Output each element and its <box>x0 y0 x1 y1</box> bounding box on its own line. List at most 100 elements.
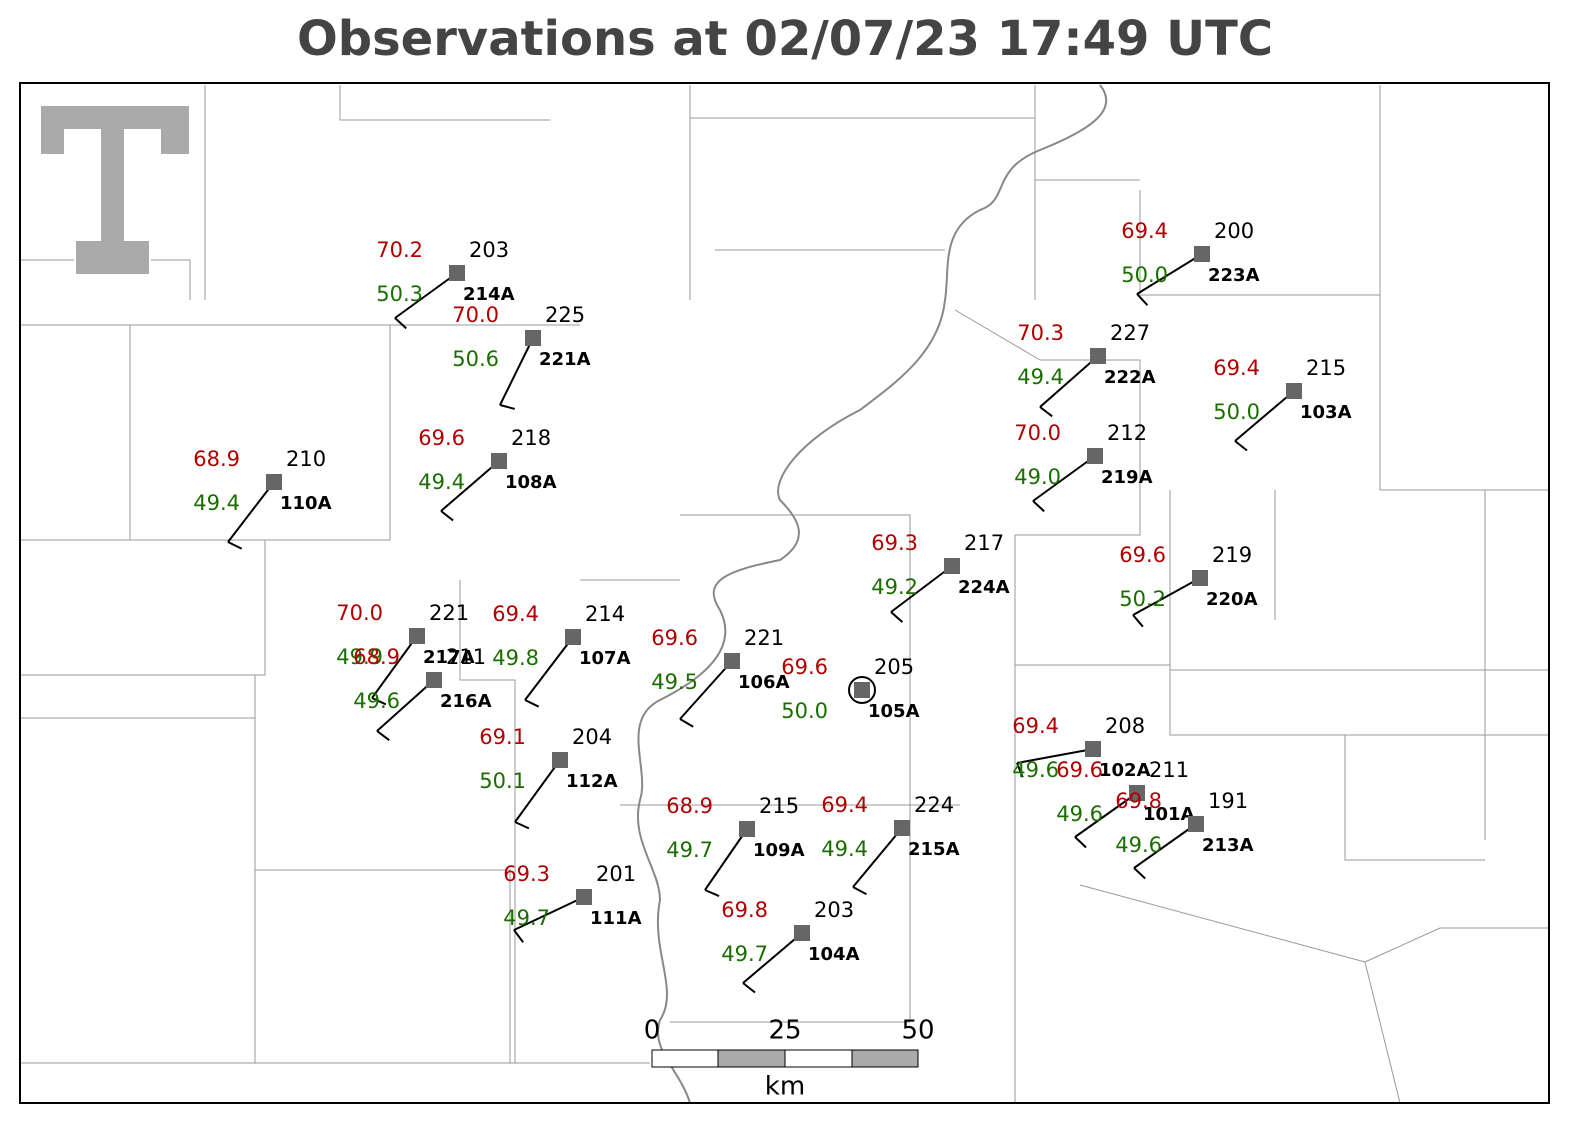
station-id: 215A <box>908 839 960 860</box>
temperature: 69.1 <box>479 725 526 749</box>
station-id: 220A <box>1206 589 1258 610</box>
station-value: 208 <box>1105 714 1145 738</box>
wind-barb <box>499 337 534 406</box>
dewpoint: 50.0 <box>781 699 828 723</box>
dewpoint: 49.4 <box>418 470 465 494</box>
station-marker <box>854 682 870 698</box>
temperature: 70.0 <box>452 303 499 327</box>
station-marker <box>525 330 541 346</box>
basemap <box>19 82 1550 1104</box>
station-id: 221A <box>539 349 591 370</box>
wind-barb-flag <box>1133 867 1146 880</box>
station-id: 219A <box>1101 467 1153 488</box>
temperature: 70.0 <box>336 601 383 625</box>
temperature: 70.2 <box>376 238 423 262</box>
dewpoint: 49.6 <box>1012 758 1059 782</box>
temperature: 69.4 <box>821 793 868 817</box>
wind-barb <box>852 827 903 888</box>
wind-barb-flag <box>1234 440 1248 452</box>
dewpoint: 49.4 <box>193 491 240 515</box>
station-value: 211 <box>1149 758 1189 782</box>
wind-barb-flag <box>890 611 904 623</box>
station-marker <box>724 653 740 669</box>
wind-barb <box>371 635 418 699</box>
dewpoint: 50.2 <box>1119 587 1166 611</box>
wind-barb-flag <box>1136 293 1149 306</box>
station-marker <box>1188 816 1204 832</box>
station-value: 225 <box>545 303 585 327</box>
station-marker <box>426 672 442 688</box>
station-value: 203 <box>814 898 854 922</box>
station-value: 224 <box>914 793 954 817</box>
dewpoint: 49.9 <box>336 645 383 669</box>
station-marker <box>491 453 507 469</box>
station-marker <box>1087 448 1103 464</box>
dewpoint: 50.0 <box>1213 400 1260 424</box>
scale-label: 0 <box>644 1016 661 1046</box>
wind-barb <box>227 481 275 543</box>
station-marker <box>552 752 568 768</box>
station-id: 103A <box>1300 402 1352 423</box>
station-marker <box>266 474 282 490</box>
station-id: 217A <box>423 647 475 668</box>
station-value: 203 <box>469 238 509 262</box>
wind-barb-flag <box>1074 836 1087 849</box>
wind-barb <box>1136 253 1203 295</box>
station-id: 222A <box>1104 367 1156 388</box>
dewpoint: 50.3 <box>376 282 423 306</box>
station-id: 112A <box>566 771 618 792</box>
logo <box>39 104 191 276</box>
station-id: 213A <box>1202 835 1254 856</box>
wind-barb <box>1016 748 1094 764</box>
wind-barb <box>394 272 458 319</box>
dewpoint: 50.1 <box>479 769 526 793</box>
station-value: 212 <box>1107 421 1147 445</box>
dewpoint: 49.7 <box>503 906 550 930</box>
dewpoint: 49.6 <box>353 689 400 713</box>
station-marker <box>576 889 592 905</box>
wind-barb-flag <box>1032 500 1045 513</box>
station-id: 106A <box>738 672 790 693</box>
scale-label: 25 <box>768 1016 801 1046</box>
wind-barb-flag <box>440 510 454 522</box>
dewpoint: 49.4 <box>821 837 868 861</box>
wind-barb <box>1074 792 1138 838</box>
station-value: 217 <box>964 531 1004 555</box>
station-id: 107A <box>579 648 631 669</box>
map-title: Observations at 02/07/23 17:49 UTC <box>297 11 1273 67</box>
station-value: 218 <box>511 426 551 450</box>
wind-barb-flag <box>704 889 720 897</box>
station-id: 110A <box>280 493 332 514</box>
station-value: 227 <box>1110 321 1150 345</box>
scale-unit: km <box>765 1072 805 1102</box>
station-marker <box>944 558 960 574</box>
scale-label: 50 <box>901 1016 934 1046</box>
station-id: 111A <box>590 908 642 929</box>
station-id: 109A <box>753 840 805 861</box>
station-id: 104A <box>808 944 860 965</box>
wind-barb-flag <box>376 730 390 741</box>
temperature: 70.3 <box>1017 321 1064 345</box>
temperature: 68.9 <box>193 447 240 471</box>
wind-barb-flag <box>499 404 516 410</box>
wind-barb-flag <box>1039 406 1053 418</box>
wind-barb-flag <box>514 821 530 830</box>
station-value: 221 <box>429 601 469 625</box>
station-marker <box>794 925 810 941</box>
dewpoint: 49.8 <box>492 646 539 670</box>
station-id: 108A <box>505 472 557 493</box>
station-marker <box>739 821 755 837</box>
station-marker <box>1090 348 1106 364</box>
scale-bar: 0 25 50 km <box>644 1016 935 1102</box>
wind-barb <box>1032 455 1096 502</box>
temperature: 69.6 <box>1056 758 1103 782</box>
wind-barb <box>704 828 748 891</box>
station-value: 219 <box>1212 543 1252 567</box>
dewpoint: 49.2 <box>871 575 918 599</box>
wind-barb <box>514 759 561 823</box>
station-marker <box>449 265 465 281</box>
station-value: 215 <box>1306 356 1346 380</box>
station-id: 102A <box>1099 760 1151 781</box>
station-id: 223A <box>1208 265 1260 286</box>
